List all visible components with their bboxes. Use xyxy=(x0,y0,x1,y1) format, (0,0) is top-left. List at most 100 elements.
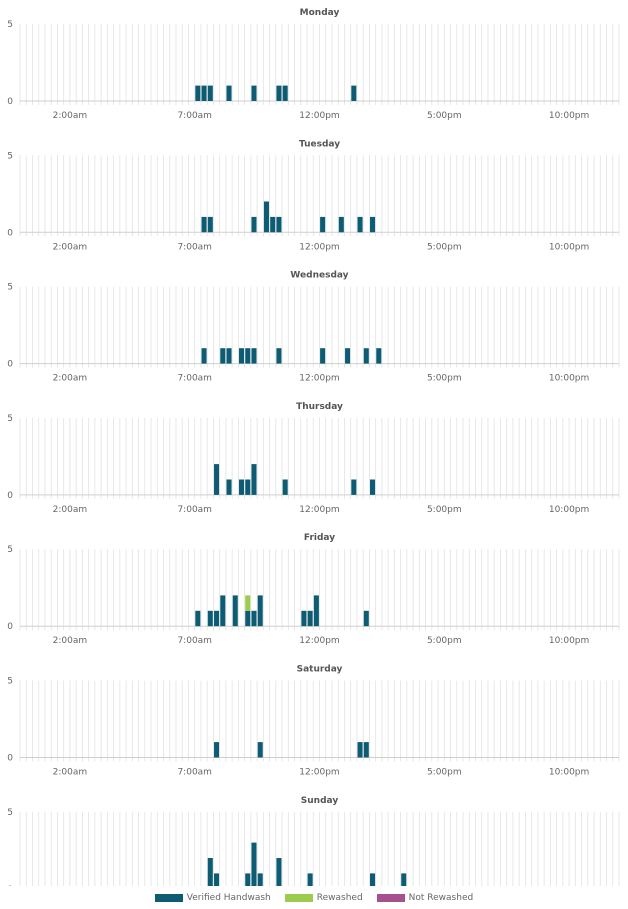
verified-bar xyxy=(257,742,263,758)
chart-legend: Verified Handwash Rewashed Not Rewashed xyxy=(0,890,628,906)
verified-bar xyxy=(257,595,263,627)
verified-bar xyxy=(276,858,282,886)
x-tick-label: 7:00am xyxy=(177,242,212,252)
legend-label-rewashed: Rewashed xyxy=(316,893,363,903)
verified-bar xyxy=(251,348,257,364)
day-title: Tuesday xyxy=(299,139,340,149)
x-tick-label: 2:00am xyxy=(53,768,88,778)
day-title: Saturday xyxy=(297,665,343,675)
y-tick-label: 0 xyxy=(7,97,13,107)
verified-bar xyxy=(232,595,238,627)
x-tick-label: 10:00pm xyxy=(549,505,589,515)
day-title: Thursday xyxy=(296,402,343,412)
y-tick-label: 5 xyxy=(7,20,13,30)
verified-bar xyxy=(251,216,257,233)
verified-bar xyxy=(276,348,282,364)
day-title: Monday xyxy=(300,8,340,18)
y-tick-label: 5 xyxy=(7,414,13,424)
x-tick-label: 5:00pm xyxy=(427,111,462,121)
y-tick-label: 5 xyxy=(7,808,13,818)
verified-bar xyxy=(201,216,207,233)
verified-bar xyxy=(363,348,369,364)
x-tick-label: 12:00pm xyxy=(299,768,339,778)
legend-label-not-rewashed: Not Rewashed xyxy=(408,893,474,903)
x-tick-label: 5:00pm xyxy=(427,768,462,778)
verified-bar xyxy=(370,216,376,233)
verified-bar xyxy=(220,595,226,627)
verified-bar xyxy=(214,873,220,886)
verified-bar xyxy=(276,216,282,233)
weekly-handwash-charts: Monday 0 5 2:00am 7:00am 12:00pm 5:00pm 10:00pm… xyxy=(7,8,620,886)
verified-bar xyxy=(195,610,201,627)
verified-bar xyxy=(226,479,232,495)
verified-bar xyxy=(320,348,326,364)
x-tick-label: 5:00pm xyxy=(427,374,462,384)
verified-bar xyxy=(357,742,363,758)
x-tick-label: 10:00pm xyxy=(549,111,589,121)
x-tick-label: 10:00pm xyxy=(549,242,589,252)
x-tick-label: 7:00am xyxy=(177,636,212,646)
verified-bar xyxy=(195,85,201,101)
day-title: Wednesday xyxy=(290,271,348,281)
x-tick-label: 2:00am xyxy=(53,636,88,646)
verified-bar xyxy=(401,873,407,886)
verified-bar xyxy=(214,464,220,495)
verified-bar xyxy=(201,85,207,101)
verified-bar xyxy=(245,610,251,627)
verified-bar xyxy=(370,479,376,495)
y-tick-label: 0 xyxy=(7,360,13,370)
verified-bar xyxy=(238,348,245,364)
not-rewashed-swatch xyxy=(376,894,405,902)
verified-bar xyxy=(263,201,269,233)
verified-bar xyxy=(363,610,369,627)
x-tick-label: 5:00pm xyxy=(427,242,462,252)
verified-bar xyxy=(282,479,288,495)
verified-bar xyxy=(220,348,226,364)
verified-bar xyxy=(351,479,357,495)
verified-bar xyxy=(282,85,288,101)
y-tick-label: 0 xyxy=(7,491,13,501)
verified-bar xyxy=(301,610,307,627)
y-tick-label: 0 xyxy=(7,754,13,764)
y-tick-label: 5 xyxy=(7,151,13,161)
verified-bar xyxy=(345,348,351,364)
verified-bar xyxy=(363,742,369,758)
verified-bar xyxy=(207,216,213,233)
verified-bar xyxy=(307,610,313,627)
y-tick-label: 5 xyxy=(7,545,13,555)
x-tick-label: 7:00am xyxy=(177,505,212,515)
verified-bar xyxy=(238,479,245,495)
verified-bar xyxy=(214,610,220,627)
y-tick-label: 0 xyxy=(7,228,13,238)
y-tick-label: 5 xyxy=(7,677,13,687)
x-tick-label: 7:00am xyxy=(177,374,212,384)
x-tick-label: 12:00pm xyxy=(299,505,339,515)
x-tick-label: 5:00pm xyxy=(427,636,462,646)
x-tick-label: 2:00am xyxy=(53,505,88,515)
verified-bar xyxy=(245,479,251,495)
x-tick-label: 5:00pm xyxy=(427,505,462,515)
verified-bar xyxy=(370,873,376,886)
verified-bar xyxy=(245,873,251,886)
x-tick-label: 10:00pm xyxy=(549,374,589,384)
x-tick-label: 12:00pm xyxy=(299,636,339,646)
x-tick-label: 2:00am xyxy=(53,374,88,384)
day-title: Sunday xyxy=(301,796,339,806)
x-tick-label: 12:00pm xyxy=(299,111,339,121)
legend-item-not-rewashed[interactable]: Not Rewashed xyxy=(376,893,474,903)
verified-bar xyxy=(207,610,213,627)
verified-bar xyxy=(226,85,232,101)
legend-item-verified[interactable]: Verified Handwash xyxy=(154,893,271,903)
verified-bar xyxy=(207,858,213,886)
x-tick-label: 10:00pm xyxy=(549,636,589,646)
y-tick-label: 0 xyxy=(7,885,13,886)
verified-bar xyxy=(276,85,282,101)
verified-bar xyxy=(257,873,263,886)
rewashed-bar xyxy=(245,595,251,611)
verified-bar xyxy=(226,348,232,364)
verified-swatch xyxy=(154,894,183,902)
verified-bar xyxy=(251,842,257,886)
legend-item-rewashed[interactable]: Rewashed xyxy=(284,893,363,903)
verified-bar xyxy=(214,742,220,758)
x-tick-label: 10:00pm xyxy=(549,768,589,778)
